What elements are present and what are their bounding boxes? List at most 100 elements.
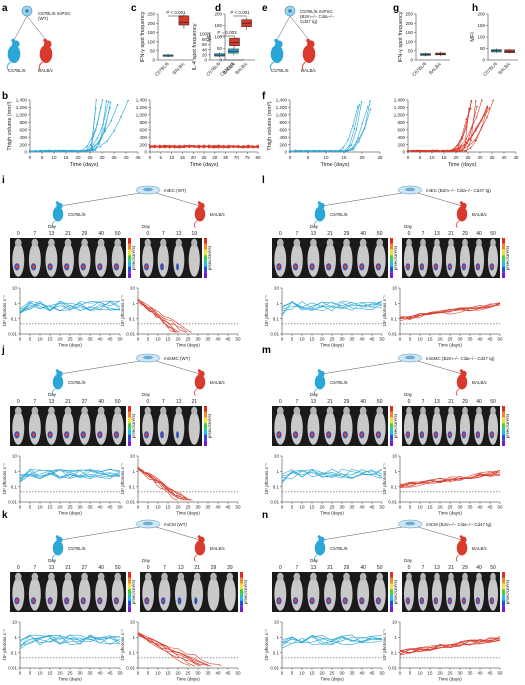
x-tick-label: 75	[245, 155, 251, 160]
bli-signal-hot	[81, 598, 85, 603]
mouse-silhouette	[403, 243, 415, 277]
mouse-silhouette	[445, 411, 457, 445]
mouse-ear	[459, 369, 463, 373]
mouse-head-silhouette	[476, 406, 482, 415]
y-tick-label: 200	[405, 21, 413, 26]
data-point	[464, 150, 466, 152]
y-tick-label: 1	[394, 301, 397, 306]
data-point	[168, 145, 171, 147]
panel-letter-d: d	[215, 3, 221, 14]
x-tick-label: 30	[77, 505, 83, 510]
data-point	[101, 99, 104, 101]
x-tick-label: 30	[457, 337, 463, 342]
x-tick-label: 5	[160, 155, 163, 160]
mouse-icon-balbc	[455, 535, 468, 562]
data-point	[222, 146, 225, 149]
mouse-ear	[306, 38, 310, 43]
y-tick-label: 400	[19, 135, 27, 140]
box-category-label: BALB/c	[428, 61, 443, 76]
data-point	[461, 138, 463, 140]
data-point	[428, 150, 430, 152]
y-tick-label: 0.1	[391, 316, 398, 321]
bli-signal-hot	[343, 432, 347, 437]
mouse-silhouette	[324, 577, 336, 611]
strain-label-balbc: BALB/c	[210, 212, 226, 217]
bli-strip-c57bl6: 0 7 13 21 29 40 50 p/sec/cm²/sr	[272, 399, 398, 446]
x-tick-label: 40	[215, 671, 221, 676]
x-tick-label: 5	[409, 671, 412, 676]
x-tick-label: 35	[349, 337, 355, 342]
y-tick-label: 150	[147, 30, 155, 35]
colorbar-label: p/sec/cm²/sr	[505, 579, 510, 604]
bli-signal-hot	[406, 264, 409, 269]
x-tick-label: 25	[447, 337, 453, 342]
cell-cluster-icon	[143, 521, 153, 526]
bli-signal-hot	[310, 432, 314, 437]
series-line	[19, 468, 121, 479]
bli-signal-hot	[115, 432, 118, 437]
mouse-body	[302, 45, 316, 63]
day-word-label: Day	[142, 392, 151, 397]
mouse-head-silhouette	[376, 406, 384, 415]
day-label: 13	[49, 231, 55, 237]
x-tick-label: 25	[329, 505, 335, 510]
data-point	[323, 150, 325, 153]
mouse-silhouette	[78, 577, 91, 611]
data-point	[444, 150, 446, 152]
branch-line	[155, 360, 201, 375]
data-point	[470, 139, 472, 142]
y-tick-label: 100	[147, 39, 155, 44]
nucleus-icon	[288, 9, 292, 13]
mouse-ear	[55, 535, 59, 539]
x-tick-label: 30	[477, 155, 483, 160]
day-label: 50	[115, 399, 121, 405]
series-line	[281, 301, 383, 312]
bli-signal-hot	[310, 598, 314, 603]
data-point	[242, 145, 245, 147]
series-line	[399, 471, 501, 487]
day-word-label: Day	[404, 558, 413, 563]
colorbar-segment	[502, 600, 505, 607]
y-tick-label: 800	[397, 120, 405, 125]
day-label: 29	[462, 231, 468, 237]
mouse-head-silhouette	[420, 238, 426, 247]
branch-line	[417, 360, 463, 375]
mouse-body	[314, 374, 326, 390]
bli-strip-balbc: 0 7 13 21 29 40 50 p/sec/cm²/sr	[402, 565, 510, 612]
data-point	[217, 146, 220, 149]
x-tick-label: 20	[437, 671, 443, 676]
y-tick-label: 0	[482, 58, 485, 63]
mouse-silhouette	[28, 243, 41, 277]
mouse-head-silhouette	[476, 572, 482, 581]
mouse-head	[318, 370, 325, 377]
data-point	[465, 138, 467, 141]
x-tick-label: 45	[513, 155, 519, 160]
mouse-head	[460, 370, 467, 377]
strain-label-c57bl6: C57BL/6	[8, 68, 26, 73]
mouse-silhouette	[473, 577, 485, 611]
x-tick-label: 40	[123, 155, 129, 160]
colorbar-segment	[128, 600, 131, 607]
data-point	[227, 144, 230, 147]
day-label: 40	[360, 565, 366, 571]
series-line	[281, 468, 383, 484]
y-tick-label: 0.1	[273, 316, 280, 321]
x-tick-label: 5	[291, 671, 294, 676]
mouse-head-silhouette	[160, 238, 167, 247]
y-axis-label: 10⁶ photons s⁻¹	[2, 463, 7, 495]
colorbar-segment	[390, 606, 393, 612]
day-label: 7	[295, 565, 298, 571]
colorbar-segment	[240, 577, 243, 584]
panel-e: C57BL/6 BALB/c C57BL/6 miPSC(B2m−/− Ciita−…	[269, 5, 334, 73]
mouse-head-silhouette	[175, 406, 182, 415]
day-label: 40	[360, 231, 366, 237]
x-tick-label: 45	[487, 337, 493, 342]
day-word-label: Day	[404, 224, 413, 229]
bli-signal-hot	[145, 432, 148, 437]
y-tick-label: 10	[12, 286, 18, 291]
series-line	[137, 467, 189, 501]
mouse-ear	[55, 369, 59, 373]
bli-strip-c57bl6: 0 7 13 21 29 40 50 p/sec/cm²/sr	[10, 231, 136, 278]
day-label: 29	[344, 231, 350, 237]
bli-chart-c57bl6: 10 1 0.1 0.010 5 10 15 20 25 30 35 40 45 50 Time (days…	[264, 454, 385, 516]
